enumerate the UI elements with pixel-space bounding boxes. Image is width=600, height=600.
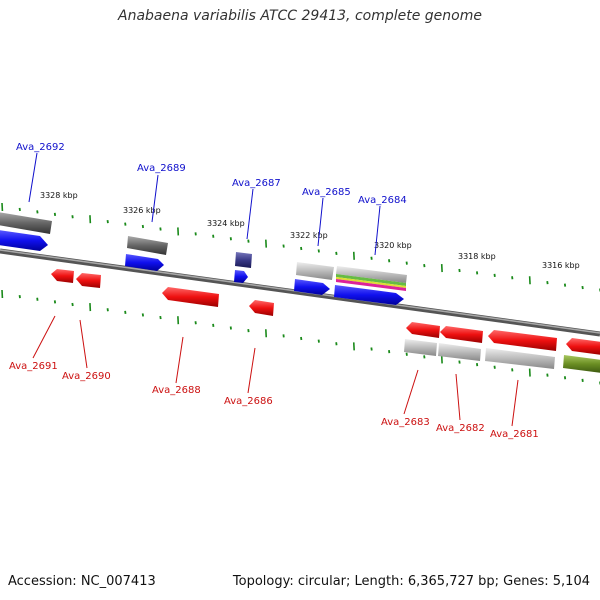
feature-navy[interactable] xyxy=(235,252,252,268)
feature-red[interactable] xyxy=(488,330,557,351)
feature-band-yellow[interactable] xyxy=(336,277,406,288)
feature-olive[interactable] xyxy=(563,355,600,373)
leader-ava-2692 xyxy=(28,152,38,203)
feature-band-green[interactable] xyxy=(336,274,406,286)
gene-ava-2689[interactable] xyxy=(125,254,164,271)
feature-grey[interactable] xyxy=(0,212,52,234)
scale-label: 3326 kbp xyxy=(123,206,161,215)
feature-light[interactable] xyxy=(485,348,555,369)
reverse-leaders xyxy=(32,315,519,427)
scale-label: 3318 kbp xyxy=(458,252,496,261)
gene-label-ava-2682[interactable]: Ava_2682 xyxy=(436,423,485,434)
gene-ava-2692[interactable] xyxy=(0,230,48,251)
feature-light[interactable] xyxy=(296,262,334,280)
gene-ava-2683[interactable] xyxy=(406,322,440,338)
gene-label-ava-2690[interactable]: Ava_2690 xyxy=(62,371,111,382)
gene-ava-2691[interactable] xyxy=(51,269,74,283)
gene-ava-2687[interactable] xyxy=(234,270,248,283)
genome-backbone xyxy=(0,248,600,337)
feature-light[interactable] xyxy=(404,339,437,356)
feature-red[interactable] xyxy=(566,338,600,355)
gene-label-ava-2686[interactable]: Ava_2686 xyxy=(224,396,273,407)
gene-label-ava-2688[interactable]: Ava_2688 xyxy=(152,385,201,396)
forward-leaders xyxy=(28,152,381,256)
feature-band-magenta[interactable] xyxy=(336,279,406,291)
reverse-gene-labels: Ava_2691 Ava_2690 Ava_2688 Ava_2686 Ava_… xyxy=(9,361,539,440)
gene-label-ava-2687[interactable]: Ava_2687 xyxy=(232,178,281,189)
feature-light[interactable] xyxy=(336,266,407,283)
summary-text: Topology: circular; Length: 6,365,727 bp… xyxy=(232,574,590,589)
scale-ticks-outer xyxy=(1,202,600,292)
gene-ava-2686[interactable] xyxy=(249,300,274,316)
gene-label-ava-2685[interactable]: Ava_2685 xyxy=(302,187,351,198)
leader-ava-2684 xyxy=(374,205,381,256)
leader-ava-2690 xyxy=(79,319,88,369)
gene-label-ava-2683[interactable]: Ava_2683 xyxy=(381,417,430,428)
leader-ava-2691 xyxy=(32,315,56,359)
scale-label: 3322 kbp xyxy=(290,231,328,240)
scale-label: 3320 kbp xyxy=(374,241,412,250)
leader-ava-2686 xyxy=(247,347,256,394)
scale-label: 3316 kbp xyxy=(542,261,580,270)
gene-ava-2684[interactable] xyxy=(334,285,404,305)
leader-ava-2681 xyxy=(511,379,519,427)
scale-ticks-inner xyxy=(1,289,600,385)
accession-text: Accession: NC_007413 xyxy=(8,574,156,589)
leader-ava-2683 xyxy=(403,369,419,415)
leader-ava-2689 xyxy=(151,174,159,223)
gene-label-ava-2691[interactable]: Ava_2691 xyxy=(9,361,58,372)
gene-label-ava-2692[interactable]: Ava_2692 xyxy=(16,142,65,153)
leader-ava-2688 xyxy=(175,336,184,384)
feature-red[interactable] xyxy=(440,326,483,343)
gene-ava-2688[interactable] xyxy=(162,287,219,307)
gene-ava-2685[interactable] xyxy=(294,279,330,295)
gene-label-ava-2684[interactable]: Ava_2684 xyxy=(358,195,407,206)
gene-ava-2690[interactable] xyxy=(76,273,101,288)
leader-ava-2682 xyxy=(455,373,461,421)
feature-grey[interactable] xyxy=(127,236,168,255)
leader-ava-2687 xyxy=(246,188,254,240)
gene-label-ava-2681[interactable]: Ava_2681 xyxy=(490,429,539,440)
forward-features xyxy=(0,212,407,305)
reverse-features xyxy=(51,269,600,373)
scale-label: 3324 kbp xyxy=(207,219,245,228)
scale-label: 3328 kbp xyxy=(40,191,78,200)
gene-label-ava-2689[interactable]: Ava_2689 xyxy=(137,163,186,174)
feature-light[interactable] xyxy=(438,343,481,361)
forward-gene-labels: Ava_2692 Ava_2689 Ava_2687 Ava_2685 Ava_… xyxy=(16,142,407,206)
scale-labels: 3328 kbp 3326 kbp 3324 kbp 3322 kbp 3320… xyxy=(40,191,580,270)
leader-ava-2685 xyxy=(317,197,324,247)
map-title: Anabaena variabilis ATCC 29413, complete… xyxy=(118,8,482,24)
